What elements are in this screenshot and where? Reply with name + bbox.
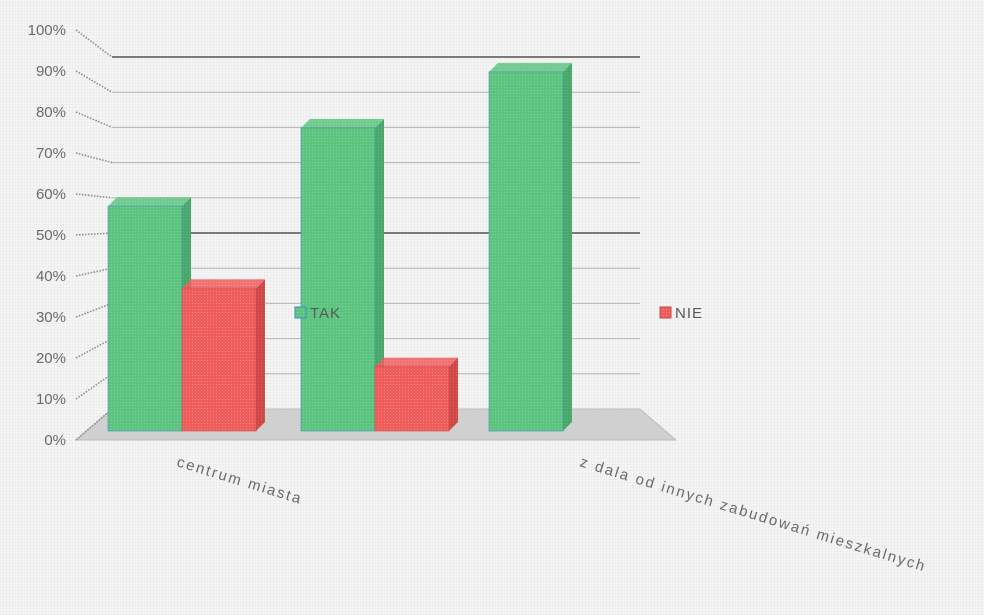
y-tick-label: 100% bbox=[28, 22, 66, 39]
bar-tak-2 bbox=[300, 118, 384, 432]
tick-connector bbox=[75, 337, 113, 359]
tick-connector bbox=[75, 302, 113, 318]
y-tick-label: 50% bbox=[36, 227, 66, 244]
y-tick-label: 90% bbox=[36, 63, 66, 80]
tick-connector bbox=[75, 70, 113, 93]
tick-connector bbox=[75, 29, 113, 58]
x-category-label: centrum miasta bbox=[175, 454, 305, 508]
tick-connector bbox=[75, 267, 113, 277]
y-tick-label: 30% bbox=[36, 309, 66, 326]
bar-tak-1 bbox=[107, 197, 191, 432]
tick-connector bbox=[75, 193, 113, 199]
y-tick-label: 10% bbox=[36, 391, 66, 408]
tick-connector bbox=[75, 373, 113, 400]
legend-swatch bbox=[659, 306, 672, 319]
legend-label: NIE bbox=[675, 305, 703, 322]
legend-item-nie: NIE bbox=[659, 305, 703, 322]
tick-connector bbox=[75, 111, 113, 129]
legend-swatch bbox=[294, 306, 307, 319]
x-category-label: z dala od innych zabudowań mieszkalnych bbox=[578, 454, 929, 576]
y-tick-label: 70% bbox=[36, 145, 66, 162]
bar-tak-3 bbox=[488, 62, 572, 432]
tick-connector bbox=[75, 232, 113, 236]
y-tick-label: 0% bbox=[44, 432, 66, 449]
bar-nie-1 bbox=[181, 279, 265, 432]
legend-item-tak: TAK bbox=[294, 305, 341, 322]
tick-connector bbox=[75, 152, 113, 164]
y-tick-label: 20% bbox=[36, 350, 66, 367]
y-tick-label: 40% bbox=[36, 268, 66, 285]
bar-nie-2 bbox=[374, 357, 458, 432]
tick-connector bbox=[75, 408, 113, 441]
legend-label: TAK bbox=[310, 305, 341, 322]
y-tick-label: 80% bbox=[36, 104, 66, 121]
y-tick-label: 60% bbox=[36, 186, 66, 203]
